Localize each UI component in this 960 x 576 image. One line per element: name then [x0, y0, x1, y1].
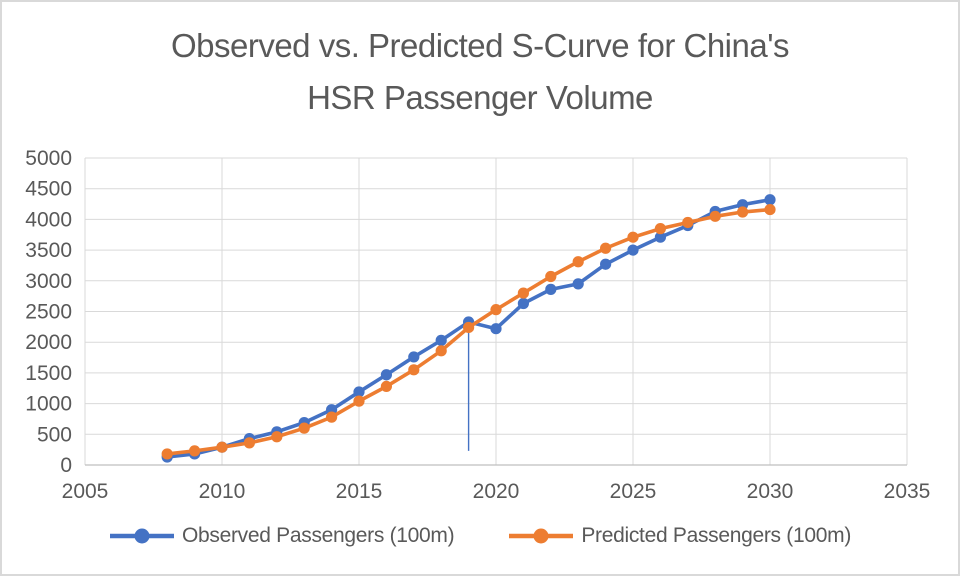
- data-marker-predicted: [161, 448, 173, 460]
- legend-item-predicted: Predicted Passengers (100m): [508, 524, 851, 548]
- data-marker-observed: [600, 258, 612, 270]
- legend-label-observed: Observed Passengers (100m): [181, 524, 455, 547]
- data-marker-predicted: [490, 304, 502, 316]
- data-marker-predicted: [298, 422, 310, 434]
- data-marker-predicted: [189, 445, 201, 457]
- legend-item-observed: Observed Passengers (100m): [109, 524, 455, 548]
- data-marker-predicted: [326, 411, 338, 423]
- data-marker-observed: [627, 244, 639, 256]
- data-marker-observed: [408, 351, 420, 363]
- y-tick-label: 500: [37, 423, 72, 446]
- data-marker-predicted: [764, 203, 776, 216]
- legend: Observed Passengers (100m) Predicted Pas…: [2, 524, 958, 548]
- data-marker-observed: [380, 369, 392, 381]
- y-tick-label: 2500: [25, 301, 72, 324]
- x-tick-label: 2005: [62, 480, 109, 503]
- data-marker-predicted: [737, 206, 749, 218]
- y-tick-label: 1000: [25, 393, 72, 416]
- x-tick-label: 2010: [199, 480, 246, 503]
- data-marker-predicted: [408, 364, 420, 376]
- data-marker-predicted: [353, 395, 365, 407]
- y-tick-label: 2000: [25, 331, 72, 354]
- data-marker-predicted: [600, 242, 612, 254]
- data-marker-observed: [435, 334, 447, 346]
- y-tick-label: 5000: [25, 147, 72, 170]
- legend-marker-observed-icon: [109, 528, 174, 544]
- data-marker-predicted: [654, 223, 667, 235]
- y-tick-label: 3500: [25, 239, 72, 262]
- data-marker-predicted: [435, 345, 447, 357]
- data-marker-observed: [353, 386, 365, 398]
- y-tick-label: 0: [60, 454, 72, 477]
- y-tick-label: 1500: [25, 362, 72, 385]
- chart-title: Observed vs. Predicted S-Curve for China…: [2, 20, 958, 124]
- data-marker-predicted: [463, 321, 475, 334]
- data-marker-observed: [517, 297, 530, 310]
- data-marker-predicted: [243, 437, 255, 449]
- data-marker-observed: [490, 323, 502, 335]
- x-tick-label: 2015: [336, 480, 383, 503]
- data-marker-predicted: [517, 287, 530, 299]
- data-marker-observed: [764, 194, 776, 206]
- data-marker-predicted: [572, 256, 584, 268]
- chart-title-line-1: Observed vs. Predicted S-Curve for China…: [170, 27, 790, 64]
- chart-title-line-2: HSR Passenger Volume: [307, 79, 653, 116]
- data-marker-predicted: [682, 216, 694, 229]
- x-tick-label: 2020: [473, 480, 520, 503]
- data-marker-predicted: [709, 210, 721, 222]
- y-tick-label: 3000: [25, 270, 72, 293]
- legend-marker-predicted-icon: [509, 528, 574, 544]
- legend-label-predicted: Predicted Passengers (100m): [581, 524, 852, 547]
- x-tick-label: 2025: [610, 480, 657, 503]
- data-marker-predicted: [627, 231, 639, 243]
- data-marker-predicted: [271, 431, 283, 443]
- y-tick-label: 4000: [25, 208, 72, 231]
- data-marker-observed: [654, 231, 667, 243]
- y-tick-label: 4500: [25, 178, 72, 201]
- data-marker-predicted: [380, 380, 392, 393]
- data-marker-predicted: [545, 270, 557, 283]
- data-marker-observed: [545, 283, 557, 295]
- x-tick-label: 2030: [747, 480, 794, 503]
- x-tick-label: 2035: [884, 480, 931, 503]
- data-marker-predicted: [216, 441, 228, 453]
- data-marker-observed: [572, 278, 584, 290]
